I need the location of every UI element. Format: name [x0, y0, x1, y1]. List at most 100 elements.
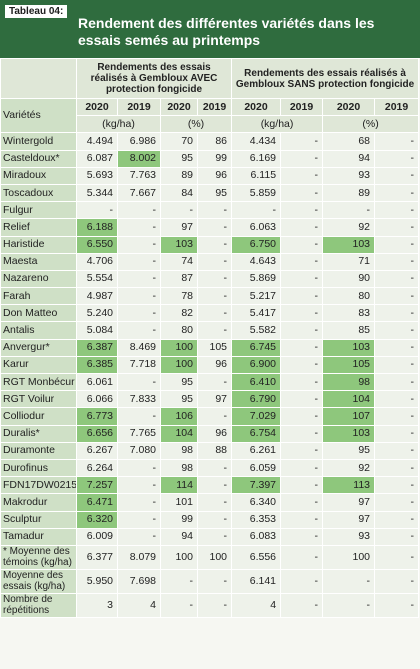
value-cell: 98 [322, 372, 376, 392]
value-cell: - [374, 527, 420, 546]
value-cell: 6.754 [231, 424, 282, 443]
value-cell: - [374, 252, 420, 271]
variety-name: Antalis [0, 321, 77, 340]
value-cell: - [374, 355, 420, 375]
value-cell: 6.790 [231, 390, 282, 409]
value-cell: 6.656 [76, 424, 118, 443]
value-cell: 5.084 [76, 321, 118, 340]
value-cell: - [374, 424, 420, 443]
value-cell: 70 [160, 132, 198, 151]
value-cell: 97 [160, 218, 198, 237]
value-cell: 96 [196, 166, 233, 185]
value-cell: 6.387 [76, 338, 118, 357]
value-cell: 3 [76, 592, 118, 618]
value-cell: 105 [196, 338, 233, 357]
table-tag: Tableau 04: [4, 4, 69, 19]
value-cell: - [280, 544, 324, 570]
table-row: Durofinus 6.264-98-6.059-92- [0, 458, 420, 478]
table-row: Miradoux 5.693 7.763 89 96 6.115-93- [0, 166, 420, 185]
value-cell: 5.344 [76, 183, 118, 203]
table-row: Relief 6.188-97-6.063-92- [0, 218, 420, 237]
value-cell: 7.257 [76, 476, 118, 495]
value-cell: - [374, 338, 420, 357]
value-cell: 6.188 [76, 218, 118, 237]
value-cell: - [196, 493, 233, 512]
value-cell: 99 [160, 510, 198, 529]
table-row: Haristide 6.550-103-6.750-103- [0, 235, 420, 254]
value-cell: 101 [160, 493, 198, 512]
variety-name: Karur [0, 355, 77, 375]
year-header: 2019 [374, 97, 420, 117]
corner-cell [0, 58, 77, 99]
table-title: Rendement des différentes variétés dans … [78, 15, 375, 48]
value-cell: 100 [196, 544, 233, 570]
value-cell: 6.267 [76, 441, 118, 460]
value-cell: - [374, 458, 420, 478]
value-cell: 7.765 [117, 424, 161, 443]
value-cell: 105 [322, 355, 376, 375]
value-cell: - [280, 201, 324, 220]
value-cell: 4 [117, 592, 161, 618]
table-row: Toscadoux 5.344 7.667 84 95 5.859-89- [0, 183, 420, 203]
table-row: Antalis 5.084-80-5.582-85- [0, 321, 420, 340]
value-cell: - [280, 269, 324, 289]
variety-name: Relief [0, 218, 77, 237]
value-cell: 78 [160, 287, 198, 306]
value-cell: 7.833 [117, 390, 161, 409]
value-cell: - [196, 527, 233, 546]
year-header: 2020 [76, 97, 118, 117]
value-cell: 5.950 [76, 568, 118, 594]
value-cell: 6.264 [76, 458, 118, 478]
value-cell: - [117, 493, 161, 512]
value-cell: 93 [322, 166, 376, 185]
table-footer: * Moyenne des témoins (kg/ha) 6.377 8.079 1… [0, 544, 420, 618]
table-row: Maesta 4.706-74-4.643-71- [0, 252, 420, 271]
year-header: 2019 [117, 97, 161, 117]
value-cell: 6.063 [231, 218, 282, 237]
variety-name: Fulgur [0, 201, 77, 220]
value-cell: 5.217 [231, 287, 282, 306]
value-cell: - [117, 287, 161, 306]
value-cell: 97 [322, 510, 376, 529]
value-cell: 97 [322, 493, 376, 512]
table-row: Makrodur 6.471-101-6.340-97- [0, 493, 420, 512]
value-cell: 71 [322, 252, 376, 271]
value-cell: - [196, 407, 233, 426]
value-cell: 88 [196, 441, 233, 460]
value-cell: - [117, 304, 161, 323]
variety-name: Colliodur [0, 407, 77, 426]
value-cell: - [280, 510, 324, 529]
value-cell: - [280, 183, 324, 203]
variety-name: Haristide [0, 235, 77, 254]
value-cell: 6.340 [231, 493, 282, 512]
value-cell: 92 [322, 458, 376, 478]
value-cell: - [196, 235, 233, 254]
value-cell: 6.320 [76, 510, 118, 529]
value-cell: 95 [196, 183, 233, 203]
year-header: 2020 [231, 97, 282, 117]
value-cell: - [117, 458, 161, 478]
table-row: Duramonte 6.267 7.080 98 88 6.261-95- [0, 441, 420, 460]
value-cell: 6.353 [231, 510, 282, 529]
value-cell: - [374, 321, 420, 340]
value-cell: 7.718 [117, 355, 161, 375]
value-cell: 99 [196, 149, 233, 168]
value-cell: - [196, 201, 233, 220]
value-cell: 4.706 [76, 252, 118, 271]
value-cell: - [196, 218, 233, 237]
value-cell: - [231, 201, 282, 220]
value-cell: 80 [160, 321, 198, 340]
value-cell: 5.859 [231, 183, 282, 203]
group-header-sans: Rendements des essais réalisés à Gemblou… [231, 58, 420, 99]
yield-table: Rendements des essais réalisés à Gemblou… [0, 58, 420, 618]
variety-name: RGT Voilur [0, 390, 77, 409]
value-cell: - [280, 424, 324, 443]
value-cell: 93 [322, 527, 376, 546]
group-header-avec: Rendements des essais réalisés à Gemblou… [75, 58, 233, 99]
value-cell: - [374, 287, 420, 306]
value-cell: 4.987 [76, 287, 118, 306]
value-cell: 4.494 [76, 132, 118, 151]
value-cell: - [196, 568, 233, 594]
unit-header-kg: (kg/ha) [231, 115, 324, 134]
